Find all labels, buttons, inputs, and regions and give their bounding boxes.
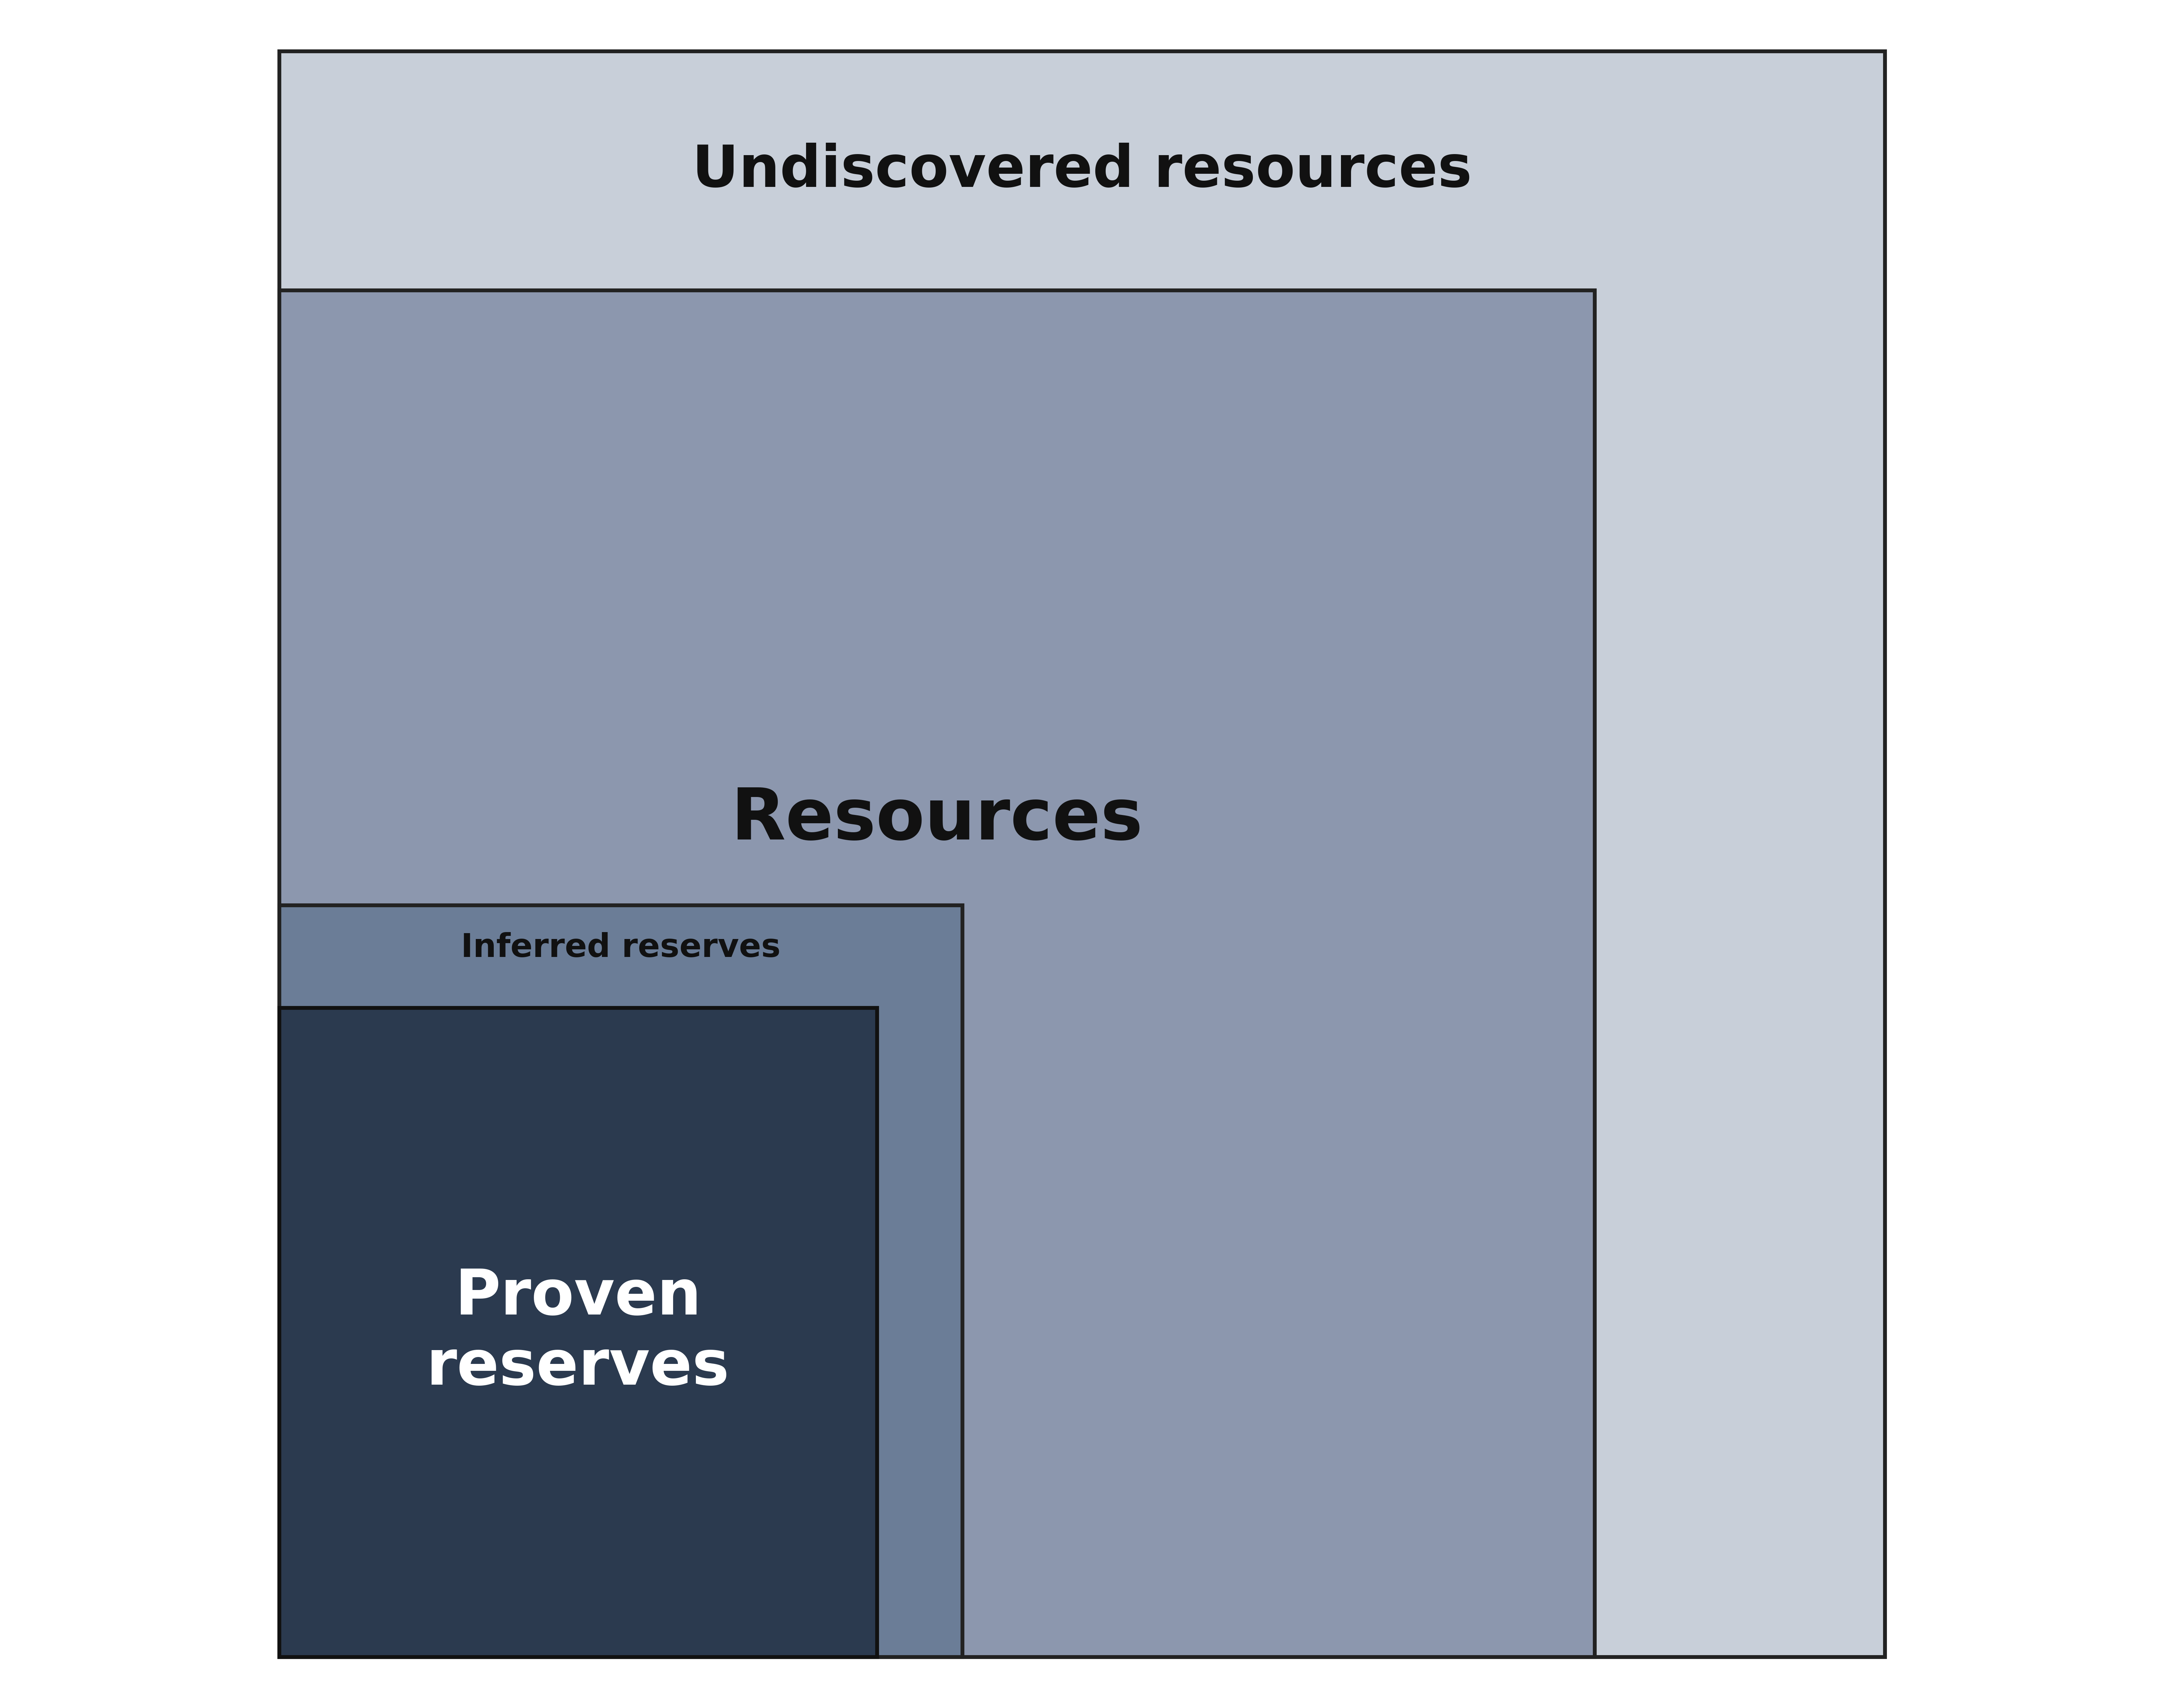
Bar <box>279 290 1595 1657</box>
Text: Undiscovered resources: Undiscovered resources <box>692 143 1472 198</box>
Text: Proven
reserves: Proven reserves <box>426 1267 729 1397</box>
Bar <box>279 905 963 1657</box>
Text: Inferred reserves: Inferred reserves <box>461 933 781 963</box>
Text: Resources: Resources <box>731 786 1143 854</box>
Bar <box>279 1008 876 1657</box>
